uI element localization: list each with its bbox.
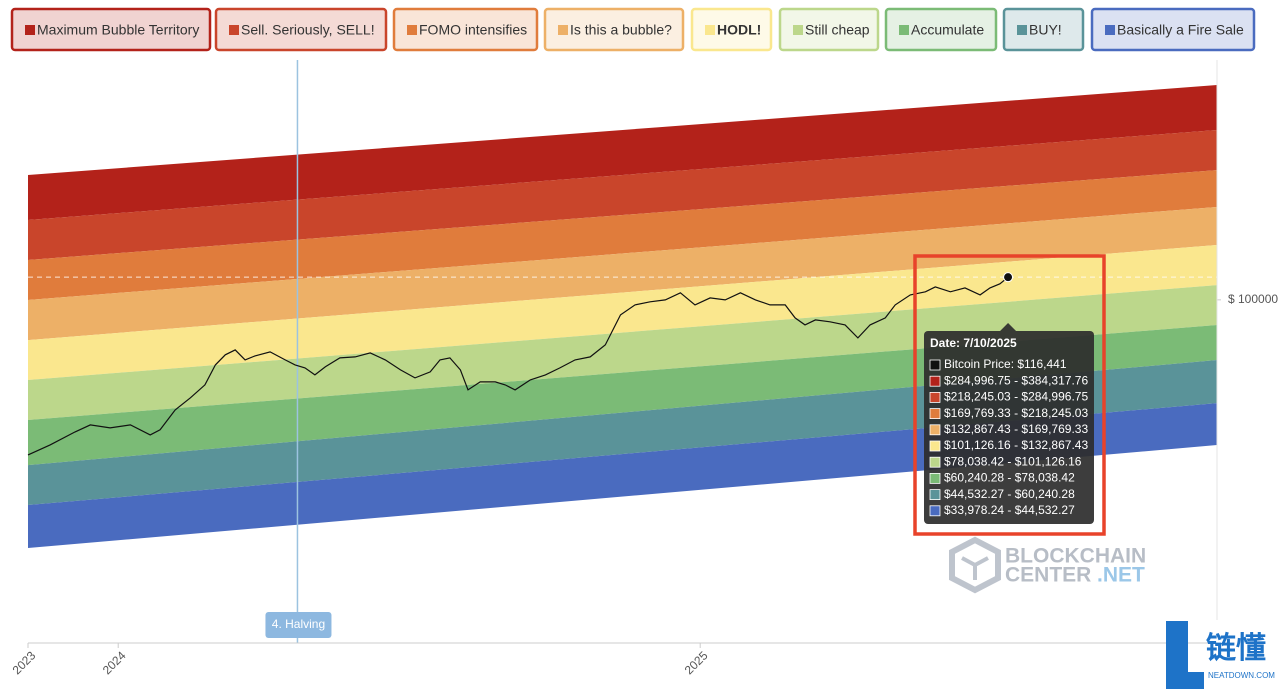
y-tick-label: $ 100000 bbox=[1228, 292, 1278, 306]
tooltip-swatch bbox=[929, 375, 941, 387]
logo-title: 链懂 bbox=[1206, 631, 1266, 665]
price-line bbox=[27, 276, 1009, 456]
tooltip-row: $78,038.42 - $101,126.16 bbox=[944, 454, 1082, 468]
x-tick-label: 2025 bbox=[682, 648, 711, 677]
button-tint bbox=[217, 10, 385, 49]
halving-label-bg bbox=[265, 612, 332, 638]
button-bg bbox=[543, 7, 685, 52]
legend-button[interactable]: Accumulate bbox=[884, 7, 998, 52]
rainbow-band bbox=[28, 285, 1217, 421]
tooltip-row: $218,245.03 - $284,996.75 bbox=[944, 390, 1088, 404]
rainbow-band bbox=[28, 170, 1217, 301]
tooltip-swatch bbox=[929, 472, 941, 484]
legend-button[interactable]: Sell. Seriously, SELL! bbox=[214, 7, 388, 52]
legend-button[interactable]: BUY! bbox=[1002, 7, 1085, 52]
legend-swatch bbox=[558, 25, 568, 35]
rainbow-band bbox=[28, 360, 1217, 506]
tooltip-swatch bbox=[929, 440, 941, 452]
tooltip-swatch bbox=[929, 505, 941, 517]
tooltip-row: $101,126.16 - $132,867.43 bbox=[944, 438, 1088, 452]
brand-text: .NET bbox=[1097, 564, 1145, 587]
button-tint bbox=[395, 10, 536, 49]
legend-swatch bbox=[229, 25, 239, 35]
rainbow-band bbox=[28, 206, 1217, 341]
tooltip-swatch bbox=[929, 424, 941, 436]
overlay: Date: 7/10/2025 Bitcoin Price: $116,441 $2… bbox=[913, 254, 1106, 536]
tooltip-row: $132,867.43 - $169,769.33 bbox=[944, 422, 1088, 436]
tooltip-bg bbox=[924, 331, 1094, 524]
button-bg bbox=[214, 7, 388, 52]
brand-icon-inner bbox=[961, 556, 989, 580]
legend-swatch bbox=[793, 25, 803, 35]
legend-swatch bbox=[25, 25, 35, 35]
logo-site: NEATDOWN.COM bbox=[1208, 671, 1275, 680]
tooltip-swatch bbox=[929, 456, 941, 468]
legend-label: HODL! bbox=[717, 22, 761, 38]
legend-label: Basically a Fire Sale bbox=[1117, 22, 1244, 38]
legend-label: Accumulate bbox=[911, 22, 984, 38]
button-bg bbox=[690, 7, 773, 52]
brand-icon bbox=[949, 536, 1001, 594]
rainbow-band bbox=[28, 244, 1217, 381]
tooltip-row: $284,996.75 - $384,317.76 bbox=[944, 373, 1088, 387]
tooltip-row: $33,978.24 - $44,532.27 bbox=[944, 503, 1075, 517]
tooltip-row: $60,240.28 - $78,038.42 bbox=[944, 471, 1075, 485]
legend-label: Maximum Bubble Territory bbox=[37, 22, 199, 38]
legend-button[interactable]: Still cheap bbox=[778, 7, 880, 52]
rainbow-band bbox=[28, 403, 1217, 549]
tooltip-row: $44,532.27 - $60,240.28 bbox=[944, 487, 1075, 501]
tooltip-swatch bbox=[929, 408, 941, 420]
legend-label: FOMO intensifies bbox=[419, 22, 527, 38]
legend-button[interactable]: HODL! bbox=[690, 7, 773, 52]
button-bg bbox=[1002, 7, 1085, 52]
button-tint bbox=[13, 10, 209, 49]
legend-swatch bbox=[1017, 25, 1027, 35]
corner-logo: 链懂 NEATDOWN.COM bbox=[1166, 621, 1275, 689]
button-bg bbox=[884, 7, 998, 52]
highlight-box bbox=[913, 254, 1106, 536]
legend-swatch bbox=[1105, 25, 1115, 35]
brand-text: CENTER bbox=[1005, 564, 1091, 587]
legend-button[interactable]: Basically a Fire Sale bbox=[1090, 7, 1256, 52]
plot-area: 4. Halving $ 100000 2023 2024 2025 bbox=[10, 60, 1278, 677]
button-bg bbox=[10, 7, 212, 52]
rainbow-band bbox=[28, 325, 1217, 466]
tooltip-row: Bitcoin Price: $116,441 bbox=[944, 357, 1067, 371]
legend-label: Is this a bubble? bbox=[570, 22, 672, 38]
button-bg bbox=[392, 7, 539, 52]
tooltip-row: $169,769.33 - $218,245.03 bbox=[944, 406, 1088, 420]
rainbow-band bbox=[28, 129, 1217, 260]
button-tint bbox=[546, 10, 682, 49]
logo-foot bbox=[1166, 672, 1204, 689]
hover-point bbox=[1003, 272, 1014, 283]
x-tick-label: 2024 bbox=[100, 648, 129, 677]
button-bg bbox=[778, 7, 880, 52]
button-bg bbox=[1090, 7, 1256, 52]
legend-label: BUY! bbox=[1029, 22, 1062, 38]
legend-button[interactable]: FOMO intensifies bbox=[392, 7, 539, 52]
tooltip-swatch bbox=[929, 359, 941, 371]
rainbow-band bbox=[28, 84, 1217, 220]
legend-swatch bbox=[407, 25, 417, 35]
legend-label: Sell. Seriously, SELL! bbox=[241, 22, 375, 38]
legend-button[interactable]: Maximum Bubble Territory bbox=[10, 7, 212, 52]
legend-label: Still cheap bbox=[805, 22, 870, 38]
tooltip-swatch bbox=[929, 489, 941, 501]
brand-text: BLOCKCHAIN bbox=[1005, 545, 1146, 568]
tooltip-title: Date: 7/10/2025 bbox=[930, 336, 1017, 350]
brand-watermark: BLOCKCHAIN CENTER .NET bbox=[949, 536, 1146, 594]
legend: Maximum Bubble Territory Sell. Seriously,… bbox=[10, 7, 1256, 52]
button-tint bbox=[1093, 10, 1253, 49]
halving-label: 4. Halving bbox=[272, 617, 325, 631]
tooltip-swatch bbox=[929, 391, 941, 403]
x-tick-label: 2023 bbox=[10, 648, 39, 677]
legend-button[interactable]: Is this a bubble? bbox=[543, 7, 685, 52]
tooltip-pointer bbox=[1000, 323, 1017, 331]
legend-swatch bbox=[899, 25, 909, 35]
legend-swatch bbox=[705, 25, 715, 35]
